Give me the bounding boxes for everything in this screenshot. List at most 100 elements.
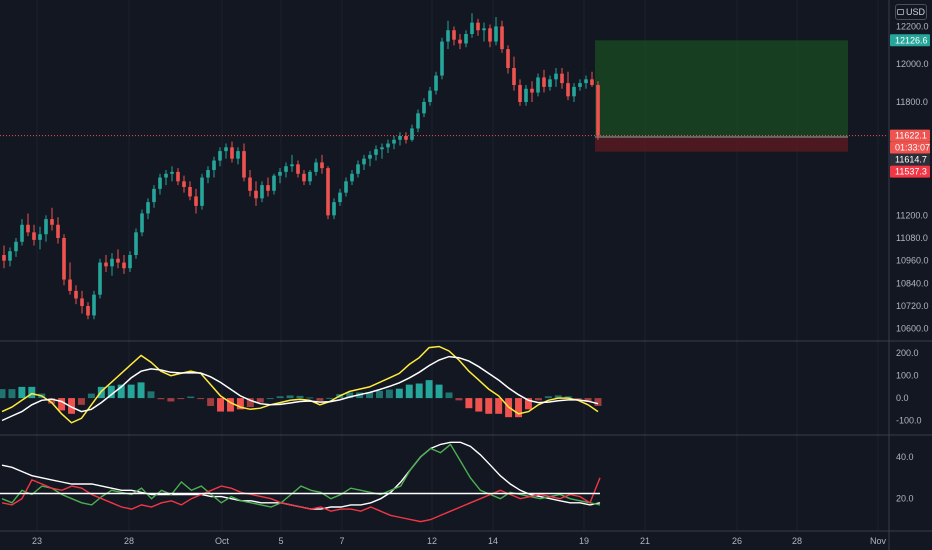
macd-pane — [0, 345, 602, 424]
macd-histogram-bar — [554, 395, 562, 399]
candle-body — [80, 298, 84, 306]
macd-histogram-bar — [18, 386, 26, 399]
price-tick-label: 11080.0 — [896, 233, 928, 243]
candle-body — [356, 164, 360, 174]
macd-histogram-bar — [266, 398, 274, 400]
dmi-tick-label: 40.0 — [896, 452, 914, 462]
price-tick-label: 10600.0 — [896, 324, 929, 334]
macd-histogram-bar — [524, 398, 532, 410]
macd-histogram-bar — [28, 386, 36, 399]
price-tick-label: 11800.0 — [896, 97, 928, 107]
macd-histogram-bar — [316, 398, 324, 401]
macd-histogram-bar — [415, 383, 423, 399]
position-tool[interactable] — [595, 40, 848, 152]
candle-body — [44, 219, 48, 235]
price-tick-label: 12200.0 — [896, 21, 929, 31]
macd-histogram-bar — [137, 382, 145, 399]
candle-body — [98, 262, 102, 295]
candle-body — [20, 224, 24, 242]
macd-histogram-bar — [375, 390, 383, 399]
macd-histogram-bar — [495, 398, 503, 414]
time-axis-label: 19 — [579, 536, 589, 546]
candle-body — [434, 75, 438, 91]
price-tag-label: 11614.7 — [895, 155, 927, 165]
candle-body — [530, 88, 534, 93]
macd-histogram-bar — [326, 397, 334, 399]
candle-body — [584, 79, 588, 84]
price-tag-box — [890, 165, 930, 178]
candle-body — [446, 30, 450, 42]
candle-body — [464, 34, 468, 44]
candle-body — [314, 162, 318, 172]
candle-body — [26, 224, 30, 233]
macd-histogram-bar — [534, 398, 542, 401]
candle-body — [224, 147, 228, 152]
candle-body — [74, 290, 78, 299]
candle-body — [116, 258, 120, 263]
candle-body — [128, 255, 132, 269]
candle-body — [410, 128, 414, 140]
macd-tick-label: 100.0 — [896, 371, 919, 381]
macd-histogram-bar — [564, 396, 572, 399]
macd-histogram-bar — [485, 398, 493, 414]
candle-body — [422, 102, 426, 114]
candle-body — [458, 39, 462, 44]
candle-body — [542, 77, 546, 87]
candle-body — [590, 79, 594, 85]
macd-histogram-bar — [256, 398, 264, 403]
time-axis-label: 7 — [339, 536, 344, 546]
candle-body — [494, 26, 498, 42]
candle-body — [134, 232, 138, 255]
candle-body — [416, 113, 420, 129]
candle-body — [578, 83, 582, 87]
candle-body — [158, 177, 162, 189]
macd-histogram-bar — [425, 380, 433, 399]
price-tick-label: 11200.0 — [896, 210, 928, 220]
candle-body — [392, 139, 396, 144]
price-tag-box — [890, 141, 930, 154]
time-axis-label: Nov — [870, 536, 887, 546]
candle-body — [374, 149, 378, 155]
price-tag-box — [890, 34, 930, 47]
candle-body — [8, 251, 12, 261]
time-axis-label: 28 — [124, 536, 134, 546]
candle-body — [596, 85, 600, 136]
candle-body — [524, 88, 528, 102]
candle-body — [344, 181, 348, 193]
lock-icon — [896, 9, 904, 15]
currency-badge[interactable]: USD — [895, 4, 927, 20]
price-tag-label: 01:33:07 — [895, 143, 930, 153]
macd-histogram-bar — [8, 389, 16, 399]
macd-signal-line — [1, 355, 599, 422]
macd-histogram-bar — [226, 398, 234, 412]
candle-body — [68, 279, 72, 291]
position-profit-zone[interactable] — [595, 40, 848, 138]
candle-body — [212, 160, 216, 170]
candle-body — [362, 158, 366, 165]
position-loss-zone[interactable] — [595, 137, 848, 152]
time-axis-label: Oct — [215, 536, 230, 546]
candle-body — [194, 196, 198, 206]
macd-histogram-bar — [385, 389, 393, 399]
price-axes[interactable]: 12200.0 12000.0 11800.0 11622.1 11200.0 11080… — [896, 21, 929, 503]
macd-tick-label: -100.0 — [896, 416, 922, 426]
macd-histogram-bar — [68, 398, 76, 414]
time-axis[interactable]: 23 28 Oct 5 7 12 14 19 21 26 28 Nov — [32, 536, 887, 546]
candle-body — [566, 83, 570, 97]
time-axis-label: 26 — [732, 536, 742, 546]
candle-body — [554, 73, 558, 80]
macd-histogram-bar — [197, 398, 205, 400]
price-tags: 12126.6 11622.1 01:33:07 11614.7 11537.3 — [890, 34, 930, 178]
candle-body — [398, 136, 402, 140]
macd-histogram-bar — [207, 398, 215, 406]
candle-body — [140, 213, 144, 233]
candle-body — [242, 151, 246, 178]
candle-body — [368, 154, 372, 159]
macd-histogram-bar — [455, 398, 463, 401]
candle-body — [152, 188, 156, 203]
candle-body — [14, 241, 18, 252]
dmi-minus_di-line — [1, 477, 601, 523]
